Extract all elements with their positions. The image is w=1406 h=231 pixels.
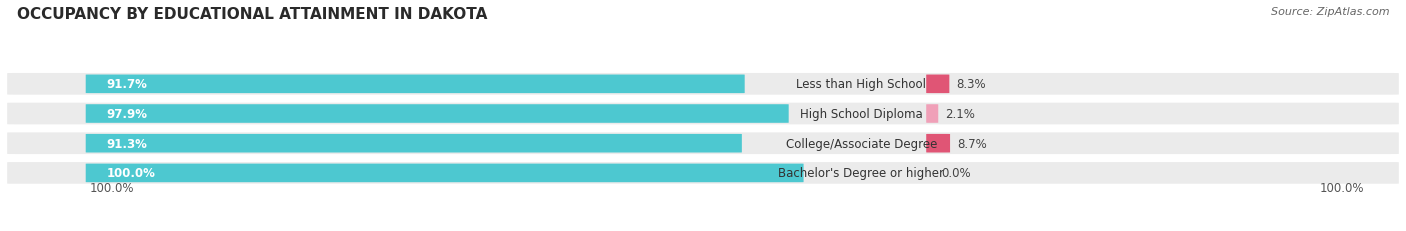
Text: 2.1%: 2.1%: [945, 108, 974, 121]
FancyBboxPatch shape: [7, 133, 1399, 154]
FancyBboxPatch shape: [86, 105, 789, 123]
FancyBboxPatch shape: [86, 164, 804, 182]
Text: Source: ZipAtlas.com: Source: ZipAtlas.com: [1271, 7, 1389, 17]
Text: Less than High School: Less than High School: [796, 78, 927, 91]
Text: 91.3%: 91.3%: [107, 137, 148, 150]
Text: 97.9%: 97.9%: [107, 108, 148, 121]
Text: 0.0%: 0.0%: [942, 167, 972, 180]
FancyBboxPatch shape: [927, 75, 949, 94]
FancyBboxPatch shape: [927, 134, 950, 153]
FancyBboxPatch shape: [86, 134, 742, 153]
Text: 100.0%: 100.0%: [90, 181, 135, 194]
Text: 91.7%: 91.7%: [107, 78, 148, 91]
Text: College/Associate Degree: College/Associate Degree: [786, 137, 938, 150]
FancyBboxPatch shape: [7, 162, 1399, 184]
FancyBboxPatch shape: [7, 74, 1399, 95]
Text: 100.0%: 100.0%: [1320, 181, 1364, 194]
FancyBboxPatch shape: [7, 103, 1399, 125]
Text: 100.0%: 100.0%: [107, 167, 155, 180]
Text: Bachelor's Degree or higher: Bachelor's Degree or higher: [779, 167, 945, 180]
FancyBboxPatch shape: [86, 75, 745, 94]
FancyBboxPatch shape: [927, 105, 938, 123]
Text: OCCUPANCY BY EDUCATIONAL ATTAINMENT IN DAKOTA: OCCUPANCY BY EDUCATIONAL ATTAINMENT IN D…: [17, 7, 488, 22]
Text: High School Diploma: High School Diploma: [800, 108, 922, 121]
Text: 8.3%: 8.3%: [956, 78, 986, 91]
Text: 8.7%: 8.7%: [957, 137, 987, 150]
